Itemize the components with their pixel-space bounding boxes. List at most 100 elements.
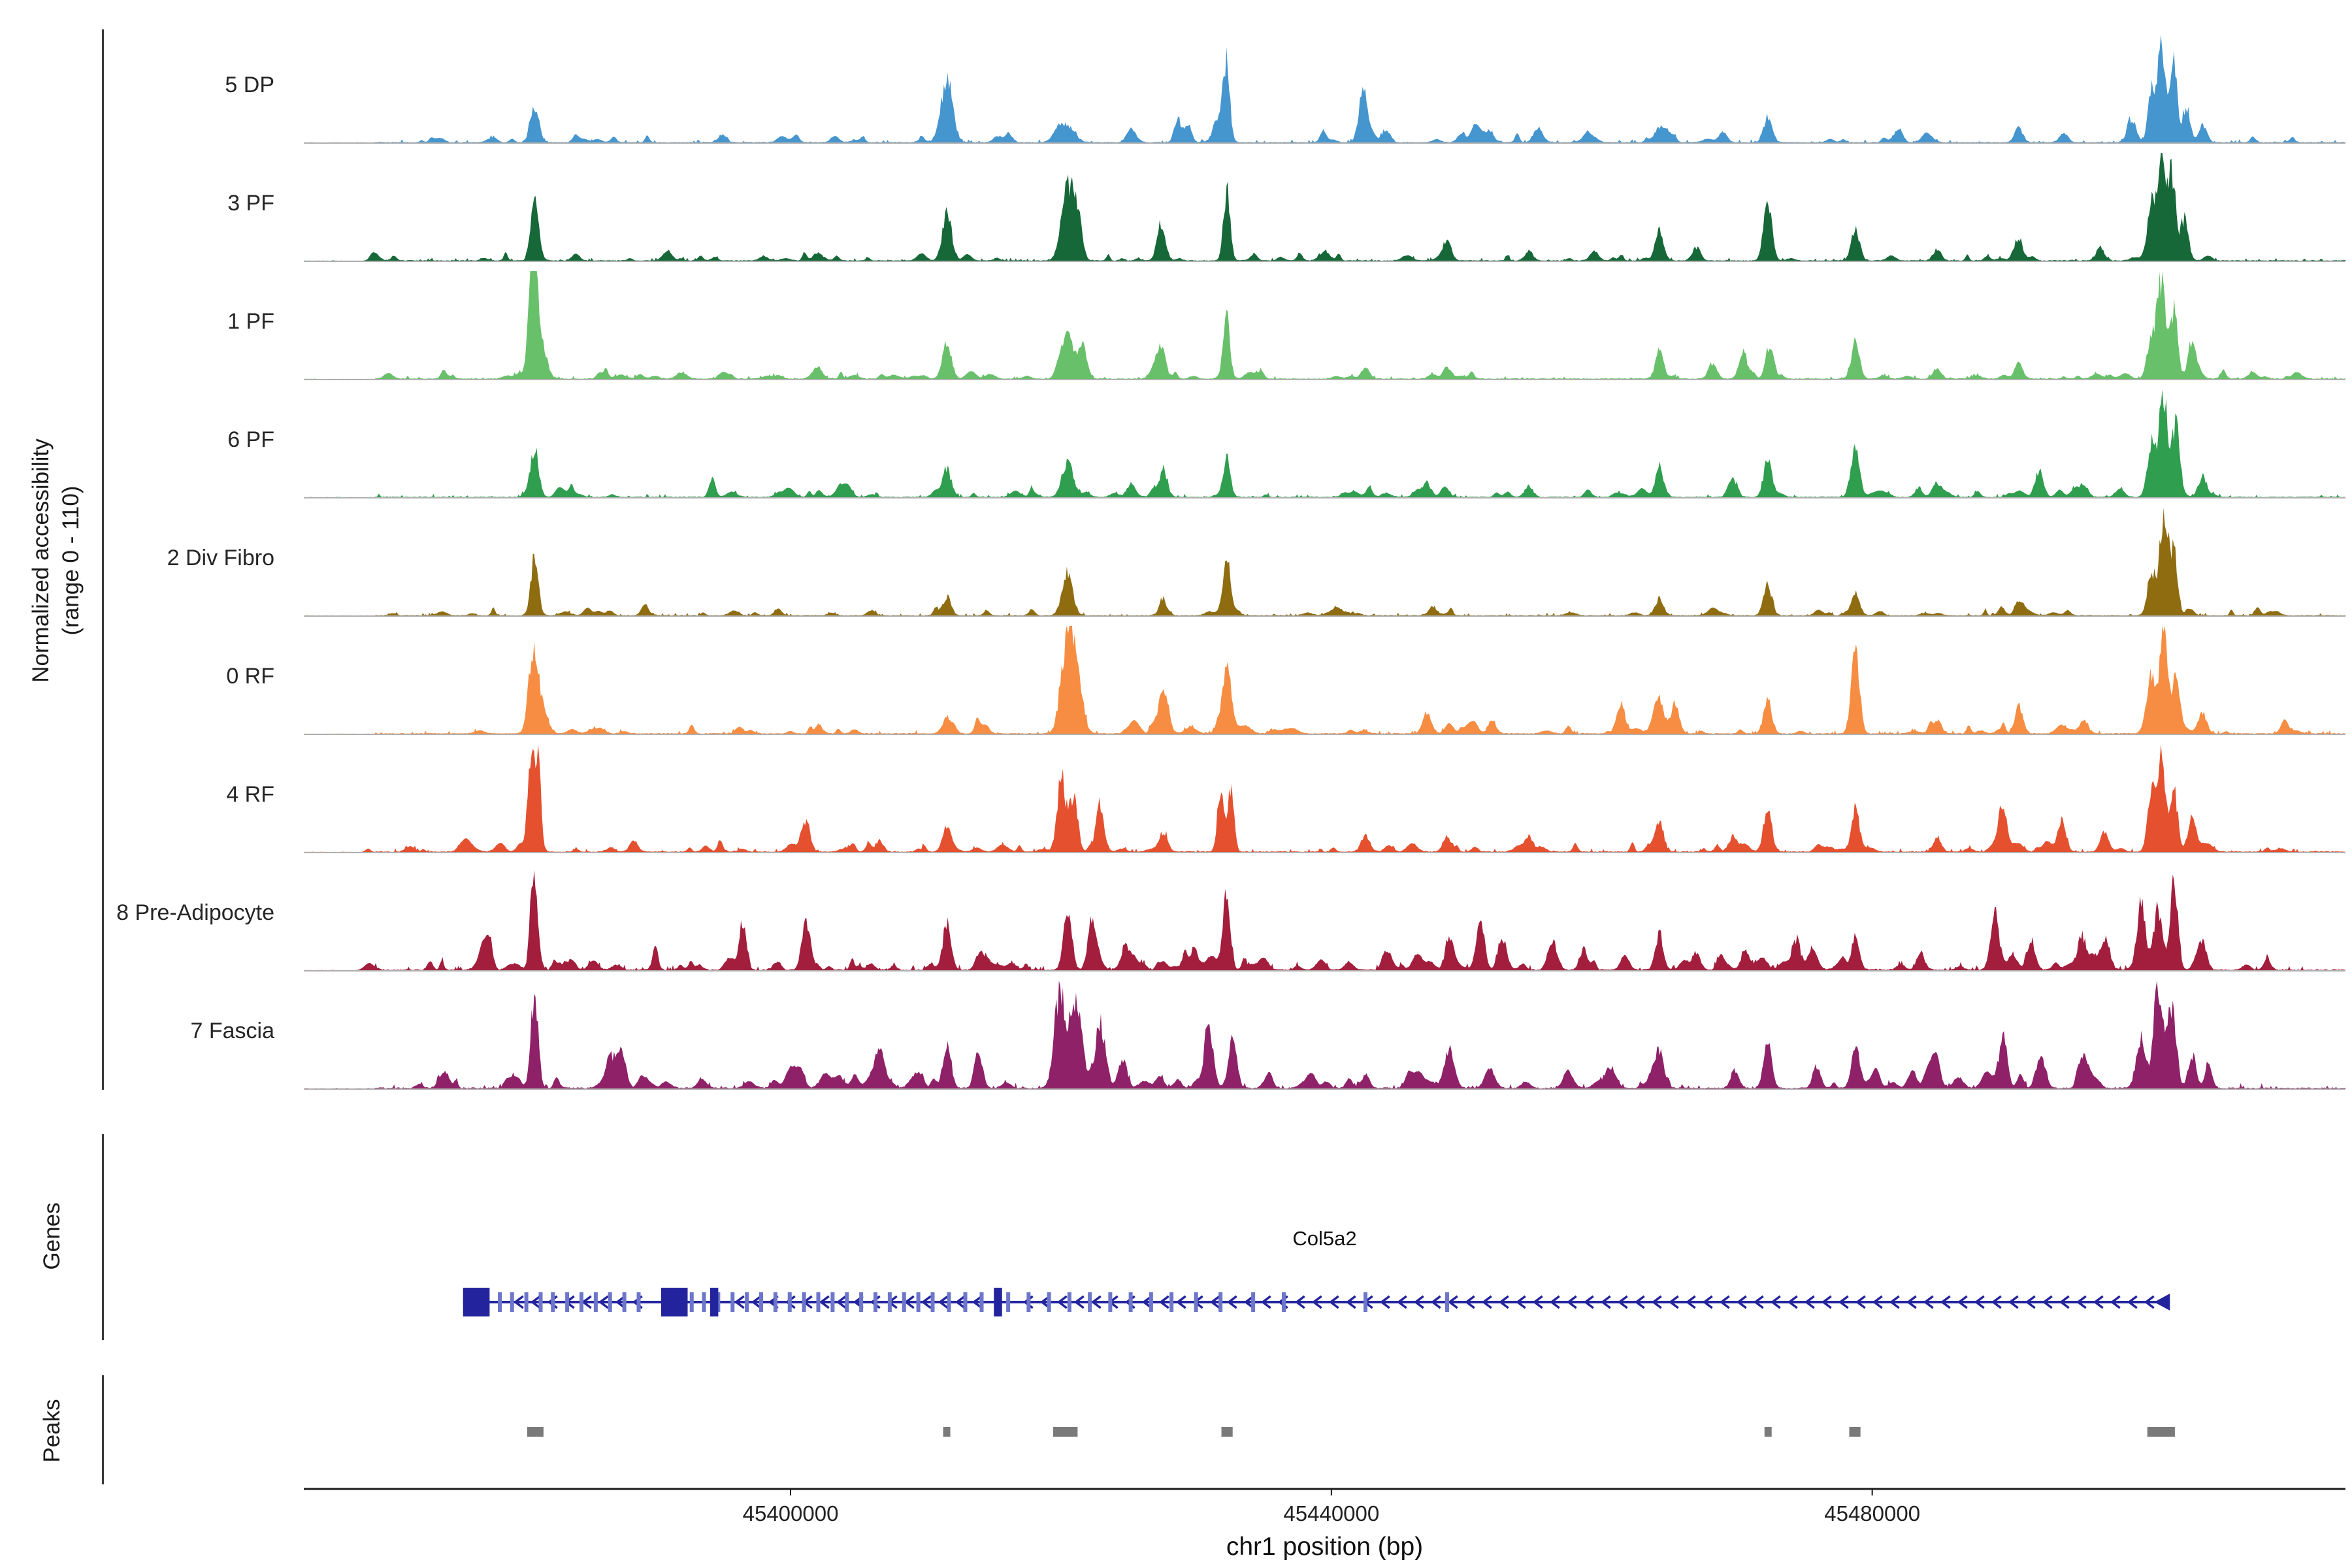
track-row-1-pf: 1 PF — [0, 263, 2352, 381]
strand-direction-arrow — [938, 1295, 949, 1309]
strand-direction-arrow — [1226, 1295, 1237, 1309]
strand-direction-arrow — [1566, 1295, 1577, 1309]
exon-tick — [902, 1292, 906, 1312]
strand-direction-arrow — [1379, 1295, 1390, 1309]
accessibility-signal — [304, 271, 2345, 380]
exon-tick — [1194, 1292, 1198, 1312]
track-label: 7 Fascia — [190, 1019, 275, 1043]
strand-direction-arrow — [1804, 1295, 1815, 1309]
accessibility-signal-area — [304, 381, 2345, 499]
peak-interval — [943, 1427, 951, 1437]
accessibility-signal-area — [304, 144, 2345, 263]
accessibility-signal-area — [304, 736, 2345, 854]
strand-direction-arrow — [1243, 1295, 1254, 1309]
peak-interval — [1849, 1427, 1861, 1437]
strand-direction-arrow — [1821, 1295, 1832, 1309]
strand-direction-arrow — [1515, 1295, 1526, 1309]
accessibility-signal-area — [304, 263, 2345, 381]
accessibility-signal-area — [304, 499, 2345, 617]
strand-direction-arrow — [1447, 1295, 1458, 1309]
strand-direction-arrow — [2076, 1295, 2087, 1309]
strand-direction-arrow — [1481, 1295, 1492, 1309]
strand-direction-arrow — [1923, 1295, 1934, 1309]
accessibility-signal — [304, 626, 2345, 735]
strand-direction-arrow — [1056, 1295, 1068, 1309]
strand-direction-arrow — [785, 1295, 796, 1309]
strand-direction-arrow — [955, 1295, 966, 1309]
exon-tick — [510, 1292, 514, 1312]
exon-tick — [551, 1292, 555, 1312]
gene-end-arrow — [2154, 1294, 2170, 1311]
exon-tick — [1282, 1292, 1286, 1312]
strand-direction-arrow — [921, 1295, 932, 1309]
strand-direction-arrow — [2110, 1295, 2121, 1309]
strand-direction-arrow — [2008, 1295, 2019, 1309]
exon-tick — [565, 1292, 570, 1312]
strand-direction-arrow — [1175, 1295, 1186, 1309]
exon-tick — [636, 1292, 641, 1312]
strand-direction-arrow — [1872, 1295, 1883, 1309]
exon-tick — [1445, 1292, 1449, 1312]
strand-direction-arrow — [1855, 1295, 1866, 1309]
strand-direction-arrow — [1328, 1295, 1339, 1309]
exon-tick — [1006, 1292, 1011, 1312]
tracks-axis-bracket — [102, 29, 104, 1090]
strand-direction-arrow — [836, 1295, 847, 1309]
exon-tick — [1108, 1292, 1113, 1312]
exon-tick — [608, 1292, 612, 1312]
strand-direction-arrow — [530, 1295, 541, 1309]
exon-tick — [1067, 1292, 1071, 1312]
accessibility-signal-area — [304, 972, 2345, 1090]
peak-interval — [1764, 1427, 1772, 1437]
strand-direction-arrow — [1090, 1295, 1102, 1309]
accessibility-signal-area — [304, 854, 2345, 972]
x-tick-label: 45400000 — [742, 1501, 839, 1526]
strand-direction-arrow — [1073, 1295, 1085, 1309]
peaks-section-label: Peaks — [39, 1399, 65, 1463]
exon-tick — [689, 1292, 694, 1312]
exon-block — [463, 1288, 490, 1316]
x-axis-title: chr1 position (bp) — [1226, 1533, 1424, 1561]
exon-tick — [1128, 1292, 1133, 1312]
exon-tick — [787, 1292, 792, 1312]
track-row-0-rf: 0 RF — [0, 617, 2352, 736]
strand-direction-arrow — [1889, 1295, 1900, 1309]
peaks-track — [527, 1427, 2175, 1437]
strand-direction-arrow — [1991, 1295, 2002, 1309]
exon-block — [661, 1288, 688, 1316]
exon-tick — [773, 1292, 777, 1312]
peak-interval — [2147, 1427, 2175, 1437]
track-row-8-pre-adipocyte: 8 Pre-Adipocyte — [0, 854, 2352, 972]
track-label: 8 Pre-Adipocyte — [116, 900, 274, 925]
accessibility-signal — [304, 981, 2345, 1090]
track-row-6-pf: 6 PF — [0, 381, 2352, 499]
exon-tick — [947, 1292, 951, 1312]
strand-direction-arrow — [1549, 1295, 1560, 1309]
exon-tick — [979, 1292, 984, 1312]
exon-tick — [1047, 1292, 1051, 1312]
strand-direction-arrow — [1838, 1295, 1849, 1309]
exon-tick — [580, 1292, 583, 1312]
exon-tick — [916, 1292, 921, 1312]
exon-block — [994, 1288, 1002, 1316]
strand-direction-arrow — [1600, 1295, 1611, 1309]
strand-direction-arrow — [1940, 1295, 1951, 1309]
accessibility-signal — [304, 389, 2345, 498]
exon-tick — [622, 1292, 627, 1312]
accessibility-signal — [304, 35, 2345, 144]
strand-direction-arrow — [1532, 1295, 1543, 1309]
exon-tick — [498, 1292, 502, 1312]
track-row-4-rf: 4 RF — [0, 736, 2352, 854]
track-label: 2 Div Fibro — [167, 546, 274, 570]
strand-direction-arrow — [972, 1295, 983, 1309]
strand-direction-arrow — [2127, 1295, 2138, 1309]
exon-tick — [1251, 1292, 1256, 1312]
exon-tick — [745, 1292, 749, 1312]
strand-direction-arrow — [1141, 1295, 1152, 1309]
strand-direction-arrow — [2093, 1295, 2104, 1309]
track-row-7-fascia: 7 Fascia — [0, 972, 2352, 1090]
track-label: 4 RF — [226, 782, 274, 807]
strand-direction-arrow — [1413, 1295, 1424, 1309]
strand-direction-arrow — [1770, 1295, 1781, 1309]
